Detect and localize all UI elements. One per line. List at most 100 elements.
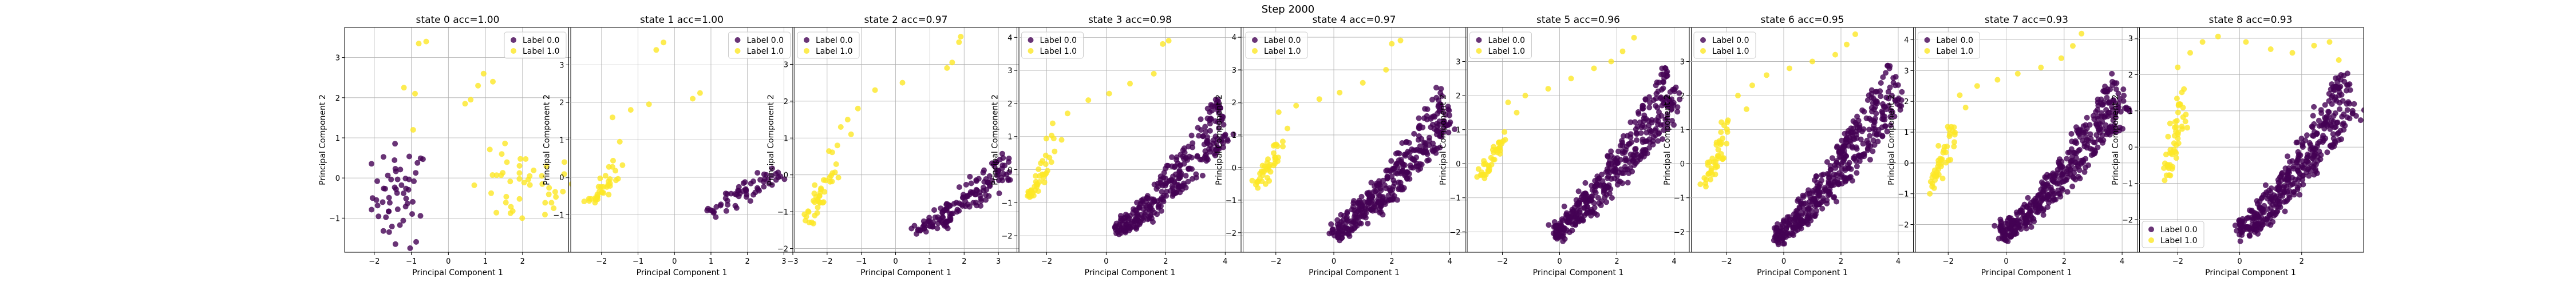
- data-point: [2249, 208, 2255, 214]
- data-point: [2351, 101, 2357, 107]
- data-point: [1571, 204, 1578, 210]
- data-point: [1434, 110, 1440, 117]
- data-point: [2112, 122, 2117, 128]
- data-point: [927, 223, 933, 229]
- data-point: [1939, 176, 1946, 181]
- data-point: [1514, 109, 1520, 116]
- data-point: [1445, 129, 1452, 136]
- data-point: [2318, 107, 2324, 113]
- data-point: [2237, 238, 2243, 244]
- data-point: [1819, 177, 1824, 184]
- data-point: [2340, 98, 2346, 104]
- data-point: [1404, 175, 1410, 181]
- data-point: [1203, 129, 1209, 135]
- data-point: [2069, 154, 2075, 160]
- data-point: [1864, 137, 1870, 144]
- data-point: [2067, 171, 2073, 177]
- data-point: [1351, 198, 1357, 204]
- data-point: [1490, 147, 1496, 153]
- data-point: [2336, 57, 2342, 63]
- data-point: [1362, 206, 1369, 212]
- data-point: [1824, 159, 1830, 165]
- data-point: [2182, 118, 2188, 125]
- data-point: [2353, 113, 2359, 119]
- x-tick-label: −2: [1721, 257, 1732, 266]
- data-point: [2258, 205, 2264, 212]
- data-point: [546, 191, 552, 197]
- data-point: [980, 184, 986, 190]
- data-point: [1947, 157, 1954, 163]
- data-point: [1438, 86, 1444, 92]
- data-point: [551, 205, 557, 211]
- y-tick-label: −1: [1226, 197, 1236, 205]
- data-point: [1358, 200, 1364, 206]
- x-tick-label: 2: [962, 257, 966, 266]
- y-tick-label: 1: [1680, 126, 1685, 135]
- data-point: [403, 196, 409, 202]
- data-point: [1677, 96, 1683, 102]
- data-point: [1036, 179, 1042, 185]
- data-point: [2093, 132, 2100, 138]
- legend-box: [1021, 31, 1084, 59]
- data-point: [1619, 138, 1625, 144]
- data-point: [1416, 124, 1422, 130]
- data-point: [1123, 229, 1129, 236]
- data-point: [1280, 144, 1286, 150]
- data-point: [818, 186, 824, 193]
- data-point: [394, 176, 401, 182]
- data-point: [661, 39, 667, 46]
- data-point: [414, 160, 421, 166]
- legend-label: Label 0.0: [1264, 36, 1301, 45]
- data-point: [1845, 128, 1851, 134]
- data-point: [1841, 143, 1847, 149]
- data-point: [2018, 226, 2024, 232]
- x-tick-label: 2: [1163, 257, 1168, 266]
- data-point: [1116, 231, 1122, 237]
- data-point: [2282, 208, 2288, 214]
- data-point: [499, 151, 505, 157]
- data-point: [1480, 172, 1486, 178]
- data-point: [2345, 82, 2351, 88]
- data-point: [2326, 98, 2332, 104]
- legend-marker: [734, 37, 741, 43]
- data-point: [855, 105, 861, 112]
- data-point: [1411, 130, 1417, 137]
- x-axis-label: Principal Component 1: [1981, 268, 2072, 277]
- data-point: [1177, 162, 1183, 169]
- panel-title: state 6 acc=0.95: [1761, 14, 1844, 26]
- data-point: [1815, 188, 1820, 194]
- data-point: [531, 167, 537, 173]
- data-point: [1946, 133, 1953, 140]
- data-point: [1927, 190, 1933, 197]
- data-point: [1174, 157, 1180, 163]
- data-point: [2050, 196, 2057, 202]
- data-point: [1892, 82, 1898, 89]
- x-tick-label: 2: [520, 257, 525, 266]
- data-point: [1025, 193, 1031, 199]
- data-point: [1884, 62, 1891, 69]
- data-point: [548, 200, 555, 206]
- data-point: [2254, 227, 2259, 233]
- data-point: [1809, 58, 1815, 65]
- y-tick-label: 1: [1904, 129, 1909, 137]
- data-point: [1714, 153, 1721, 159]
- data-point: [1614, 181, 1621, 188]
- data-point: [527, 182, 533, 188]
- y-tick-label: 0: [1232, 164, 1236, 173]
- data-point: [801, 211, 808, 217]
- data-point: [1887, 84, 1893, 90]
- y-tick-label: 2: [1456, 92, 1460, 101]
- data-point: [2334, 79, 2341, 85]
- data-point: [1568, 76, 1574, 82]
- data-point: [1773, 238, 1780, 244]
- data-point: [2344, 88, 2349, 94]
- y-tick-label: 4: [1904, 37, 1909, 45]
- data-point: [1660, 85, 1666, 92]
- y-tick-label: −2: [1674, 228, 1685, 237]
- data-point: [2081, 169, 2088, 175]
- data-point: [747, 198, 753, 204]
- data-point: [1144, 194, 1150, 201]
- data-point: [1612, 169, 1618, 176]
- data-point: [1202, 124, 1208, 130]
- data-point: [1212, 152, 1218, 158]
